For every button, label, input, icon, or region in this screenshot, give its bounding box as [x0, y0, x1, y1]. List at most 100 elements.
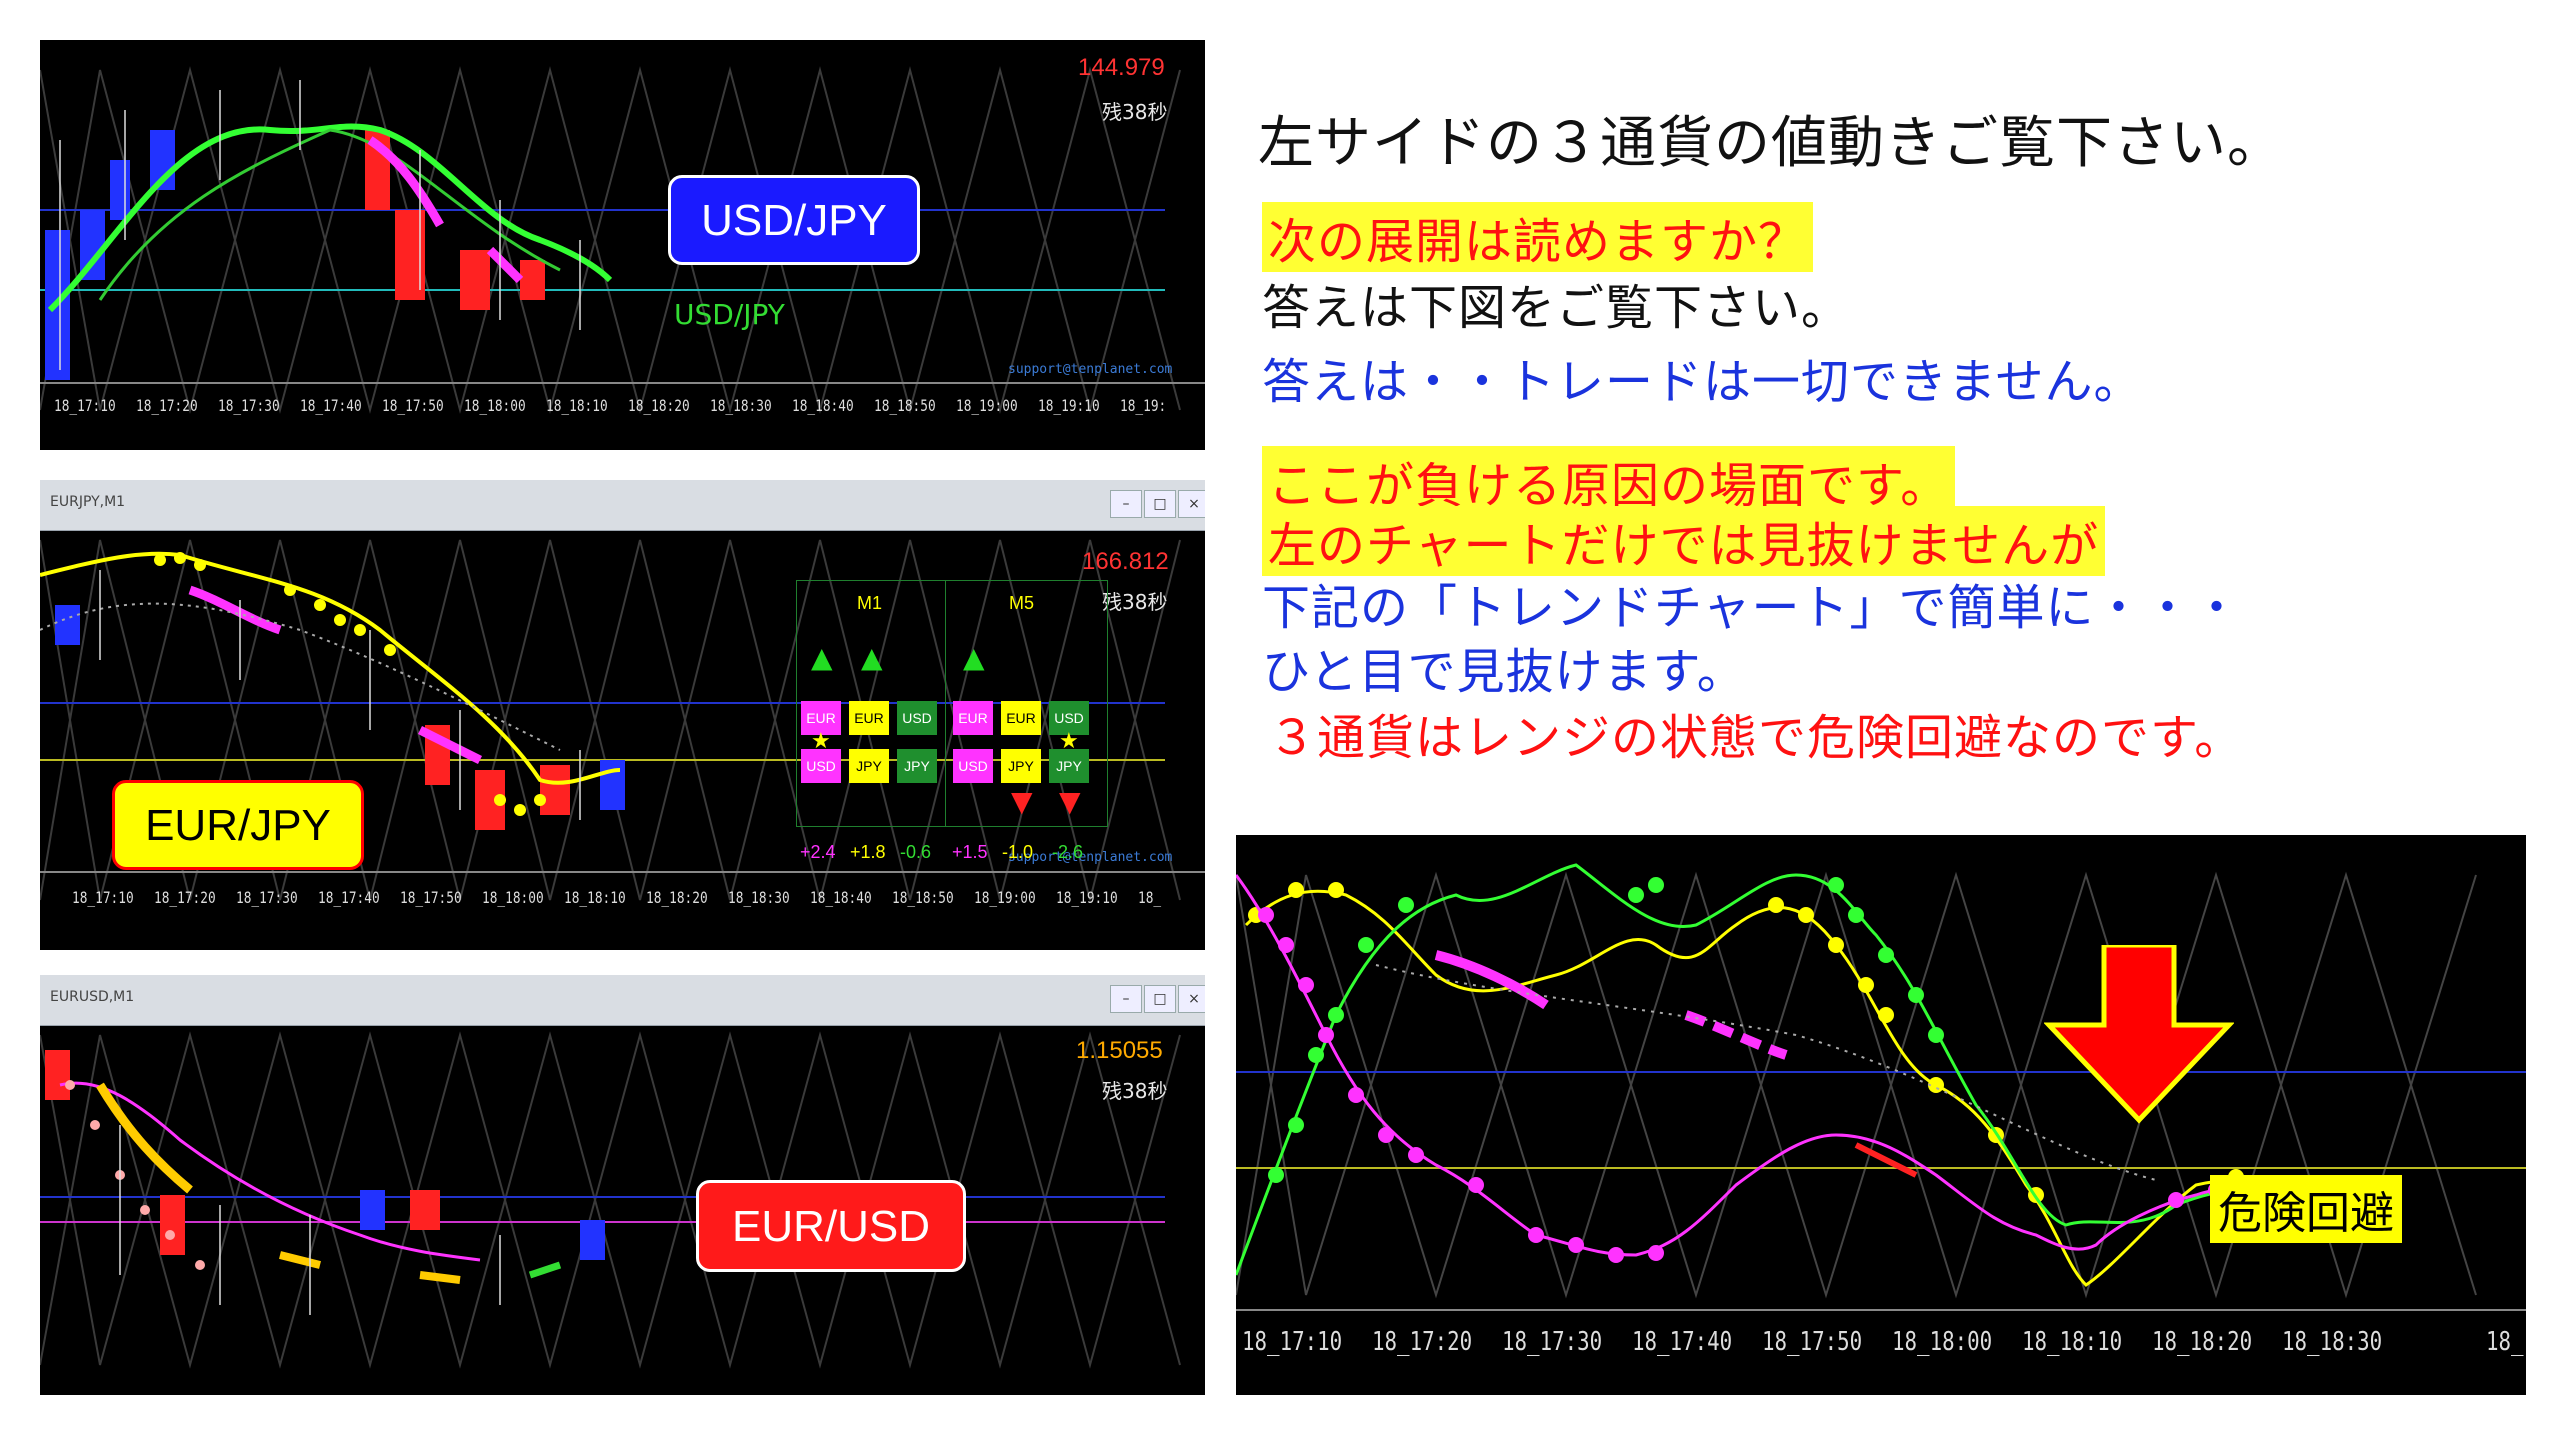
time-label: 18_19:00 — [956, 396, 1018, 415]
time-label: 18_18:00 — [464, 396, 526, 415]
up-arrow-icon: ▲ — [811, 641, 833, 674]
eurusd-chart-svg — [40, 1031, 1181, 1369]
time-label: 18_18:00 — [482, 888, 544, 907]
time-label: 18_17:50 — [382, 396, 444, 415]
time-label: 18_17:10 — [54, 396, 116, 415]
time-label: 18_18:40 — [792, 396, 854, 415]
usdjpy-price: 144.979 — [1078, 54, 1165, 81]
trend-value: -2.6 — [1052, 842, 1084, 862]
window-title: EURUSD,M1 — [50, 989, 135, 1005]
answer-line-1: 答えは下図をご覧下さい。 — [1262, 280, 1851, 336]
up-arrow-icon: ▲ — [963, 641, 985, 674]
close-button[interactable]: × — [1178, 985, 1205, 1013]
trend-value: -1.0 — [1002, 842, 1034, 862]
usdjpy-remaining-time: 残38秒 — [1102, 100, 1168, 124]
star-icon: ★ — [811, 729, 831, 754]
time-label: 18_ — [1138, 888, 1162, 907]
maximize-button[interactable]: □ — [1144, 985, 1176, 1013]
trend-m1-title: M1 — [857, 593, 883, 613]
big-down-arrow-icon — [2044, 945, 2234, 1125]
trend-cell: USD — [897, 701, 937, 735]
time-label: 18_17:20 — [136, 396, 198, 415]
support-email: support@tenplanet.com — [1008, 850, 1173, 865]
time-label: 18_18:50 — [892, 888, 954, 907]
trend-cell: USD — [1049, 701, 1089, 735]
trend-cell: EUR — [953, 701, 993, 735]
time-label: 18_18:30 — [710, 396, 772, 415]
reason-line-5: ３通貨はレンジの状態で危険回避なのです。 — [1268, 710, 2244, 766]
time-label: 18_17:50 — [1762, 1327, 1863, 1357]
down-arrow-icon: ▼ — [1011, 785, 1033, 818]
trend-cell: USD — [801, 749, 841, 783]
eurusd-window-titlebar[interactable]: EURUSD,M1 – □ × — [40, 975, 1205, 1026]
time-label: 18_ — [2486, 1327, 2524, 1357]
close-button[interactable]: × — [1178, 490, 1205, 518]
eurjpy-badge: EUR/JPY — [112, 780, 364, 870]
time-label: 18_19:10 — [1038, 396, 1100, 415]
window-title: EURJPY,M1 — [50, 494, 126, 510]
time-label: 18_18:20 — [628, 396, 690, 415]
up-arrow-icon: ▲ — [861, 641, 883, 674]
time-label: 18_17:50 — [400, 888, 462, 907]
trend-cell: EUR — [1001, 701, 1041, 735]
time-label: 18_17:10 — [72, 888, 134, 907]
trend-chart-panel[interactable]: 危険回避 18_17:10 18_17:20 18_17:30 18_17:40… — [1236, 835, 2526, 1395]
time-label: 18_17:30 — [1502, 1327, 1603, 1357]
time-label: 18_17:40 — [1632, 1327, 1733, 1357]
time-label: 18_19:10 — [1056, 888, 1118, 907]
down-arrow-icon: ▼ — [1059, 785, 1081, 818]
eurjpy-window-titlebar[interactable]: EURJPY,M1 – □ × — [40, 480, 1205, 531]
time-label: 18_19: — [1120, 396, 1167, 415]
eurusd-chart-window[interactable]: EURUSD,M1 – □ × 1.15055 残38秒 EUR/USD — [40, 975, 1205, 1395]
time-label: 18_17:20 — [1372, 1327, 1473, 1357]
trend-value: +2.4 — [800, 842, 836, 862]
time-label: 18_17:20 — [154, 888, 216, 907]
time-label: 18_18:10 — [564, 888, 626, 907]
trend-m5-column: M5 ▲ EUR EUR USD ★ USD JPY JPY ▼ ▼ — [949, 581, 1104, 826]
time-label: 18_17:30 — [236, 888, 298, 907]
time-label: 18_17:40 — [318, 888, 380, 907]
trend-value: +1.8 — [850, 842, 886, 862]
reason-line-4: ひと目で見抜けます。 — [1262, 644, 1746, 700]
question-line: 次の展開は読めますか？ — [1262, 202, 1814, 272]
time-label: 18_18:20 — [646, 888, 708, 907]
reason-line-3: 下記の「トレンドチャート」で簡単に・・・ — [1262, 580, 2242, 636]
time-label: 18_18:10 — [546, 396, 608, 415]
time-label: 18_18:30 — [2282, 1327, 2383, 1357]
time-label: 18_18:50 — [874, 396, 936, 415]
eurusd-remaining-time: 残38秒 — [1102, 1079, 1168, 1103]
minimize-button[interactable]: – — [1110, 985, 1142, 1013]
eurusd-price: 1.15055 — [1076, 1037, 1163, 1064]
eurjpy-price: 166.812 — [1082, 548, 1169, 575]
trend-cell: USD — [953, 749, 993, 783]
time-label: 18_17:40 — [300, 396, 362, 415]
danger-avoid-label: 危険回避 — [2210, 1175, 2402, 1243]
trend-value: +1.5 — [952, 842, 988, 862]
answer-line-2: 答えは・・トレードは一切できません。 — [1262, 354, 2143, 410]
maximize-button[interactable]: □ — [1144, 490, 1176, 518]
reason-line-1: ここが負ける原因の場面です。 — [1262, 446, 1956, 516]
time-label: 18_18:10 — [2022, 1327, 2123, 1357]
reason-line-2: 左のチャートだけでは見抜けませんが — [1262, 506, 2106, 576]
minimize-button[interactable]: – — [1110, 490, 1142, 518]
support-email: support@tenplanet.com — [1008, 362, 1173, 377]
eurjpy-chart-window[interactable]: EURJPY,M1 – □ × 166.812 残38秒 EUR/JP — [40, 480, 1205, 950]
trend-m1-column: M1 ▲ ▲ EUR EUR USD ★ USD JPY JPY — [797, 581, 946, 826]
trend-cell: JPY — [849, 749, 889, 783]
star-icon: ★ — [1059, 729, 1079, 754]
time-label: 18_19:00 — [974, 888, 1036, 907]
trend-value: -0.6 — [900, 842, 932, 862]
time-label: 18_18:30 — [728, 888, 790, 907]
time-label: 18_18:20 — [2152, 1327, 2253, 1357]
headline: 左サイドの３通貨の値動きご覧下さい。 — [1258, 111, 2284, 176]
usdjpy-badge: USD/JPY — [668, 175, 920, 265]
trend-chart-svg — [1236, 863, 2526, 1311]
time-label: 18_17:30 — [218, 396, 280, 415]
trend-cell: EUR — [801, 701, 841, 735]
trend-cell: JPY — [897, 749, 937, 783]
usdjpy-chart-svg — [40, 66, 1205, 414]
time-label: 18_17:10 — [1242, 1327, 1343, 1357]
trend-cell: JPY — [1001, 749, 1041, 783]
trend-widget: M1 ▲ ▲ EUR EUR USD ★ USD JPY JPY M5 ▲ EU… — [796, 580, 1108, 827]
usdjpy-chart-panel[interactable]: 144.979 残38秒 USD/JPY USD/JPY support@ten… — [40, 40, 1205, 450]
